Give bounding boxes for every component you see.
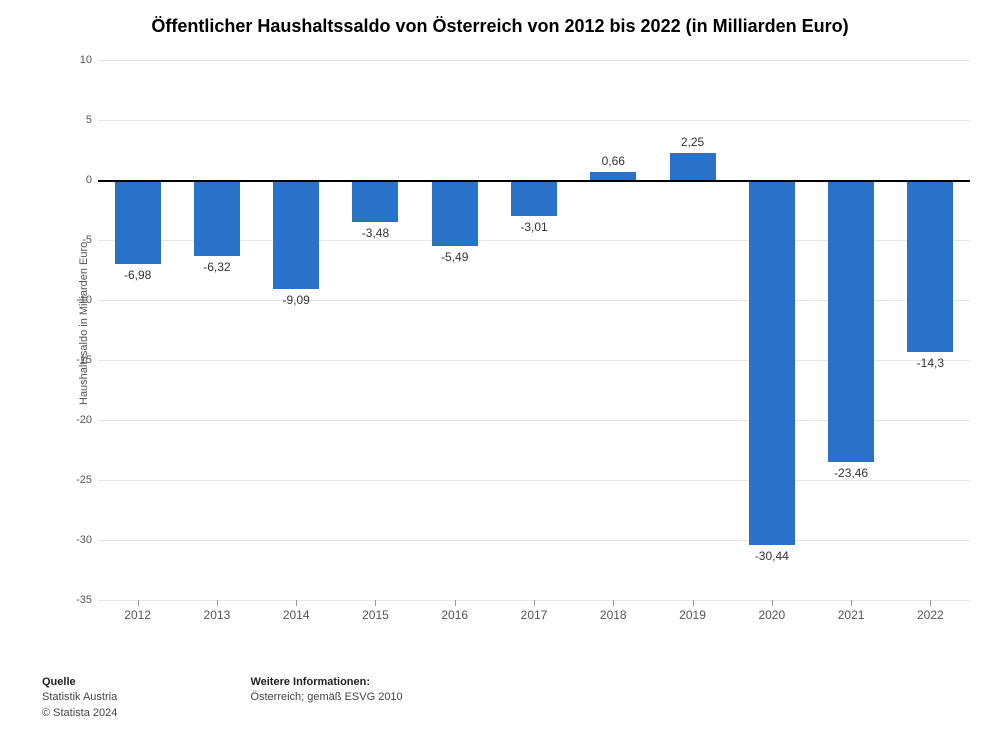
- y-tick-label: -30: [52, 534, 92, 546]
- x-tick-mark: [375, 600, 376, 606]
- bar: [115, 180, 161, 264]
- x-tick-mark: [930, 600, 931, 606]
- x-tick-label: 2017: [521, 608, 548, 622]
- x-tick-label: 2022: [917, 608, 944, 622]
- footer-source: Quelle Statistik Austria © Statista 2024: [42, 676, 117, 721]
- y-tick-label: -5: [52, 234, 92, 246]
- y-tick-label: -15: [52, 354, 92, 366]
- x-tick-label: 2019: [679, 608, 706, 622]
- footer-info-line1: Österreich; gemäß ESVG 2010: [250, 690, 402, 705]
- bar: [273, 180, 319, 289]
- bar-value-label: -9,09: [282, 293, 309, 307]
- bar-value-label: 2,25: [681, 135, 704, 149]
- x-tick-mark: [534, 600, 535, 606]
- x-tick-mark: [138, 600, 139, 606]
- x-tick-mark: [455, 600, 456, 606]
- bar: [907, 180, 953, 352]
- x-tick-label: 2020: [758, 608, 785, 622]
- bar: [511, 180, 557, 216]
- bar-value-label: -6,32: [203, 260, 230, 274]
- x-tick-mark: [693, 600, 694, 606]
- y-tick-label: 0: [52, 174, 92, 186]
- bar: [352, 180, 398, 222]
- bar-value-label: -30,44: [755, 549, 789, 563]
- gridline: [98, 60, 970, 61]
- y-tick-label: -25: [52, 474, 92, 486]
- bar-value-label: -3,48: [362, 226, 389, 240]
- chart-title: Öffentlicher Haushaltssaldo von Österrei…: [0, 0, 1000, 47]
- bar-value-label: -23,46: [834, 466, 868, 480]
- x-tick-label: 2014: [283, 608, 310, 622]
- bar: [194, 180, 240, 256]
- bar: [749, 180, 795, 545]
- bar: [828, 180, 874, 462]
- x-tick-label: 2018: [600, 608, 627, 622]
- y-axis-label: Haushaltssaldo in Milliarden Euro: [78, 242, 90, 405]
- footer-source-line2: © Statista 2024: [42, 706, 117, 721]
- y-tick-label: 5: [52, 114, 92, 126]
- gridline: [98, 480, 970, 481]
- bar: [590, 172, 636, 180]
- footer-info: Weitere Informationen: Österreich; gemäß…: [250, 676, 402, 705]
- bar-value-label: -14,3: [917, 356, 944, 370]
- y-tick-label: -10: [52, 294, 92, 306]
- footer-source-heading: Quelle: [42, 676, 117, 688]
- x-tick-label: 2015: [362, 608, 389, 622]
- x-tick-label: 2016: [441, 608, 468, 622]
- gridline: [98, 180, 970, 182]
- bar-value-label: -3,01: [520, 220, 547, 234]
- x-tick-mark: [772, 600, 773, 606]
- x-tick-label: 2013: [204, 608, 231, 622]
- x-tick-mark: [217, 600, 218, 606]
- y-tick-label: -20: [52, 414, 92, 426]
- gridline: [98, 540, 970, 541]
- y-tick-label: 10: [52, 54, 92, 66]
- gridline: [98, 120, 970, 121]
- bar-value-label: 0,66: [602, 154, 625, 168]
- x-tick-mark: [851, 600, 852, 606]
- x-tick-mark: [296, 600, 297, 606]
- y-tick-label: -35: [52, 594, 92, 606]
- bar: [670, 153, 716, 180]
- x-tick-label: 2021: [838, 608, 865, 622]
- bar: [432, 180, 478, 246]
- chart-footer: Quelle Statistik Austria © Statista 2024…: [42, 676, 962, 721]
- plot-area: -35-30-25-20-15-10-50510-6,982012-6,3220…: [98, 60, 970, 600]
- footer-info-heading: Weitere Informationen:: [250, 676, 402, 688]
- bar-value-label: -6,98: [124, 268, 151, 282]
- x-tick-label: 2012: [124, 608, 151, 622]
- footer-source-line1: Statistik Austria: [42, 690, 117, 705]
- bar-value-label: -5,49: [441, 250, 468, 264]
- chart-area: Haushaltssaldo in Milliarden Euro -35-30…: [70, 60, 980, 630]
- x-tick-mark: [613, 600, 614, 606]
